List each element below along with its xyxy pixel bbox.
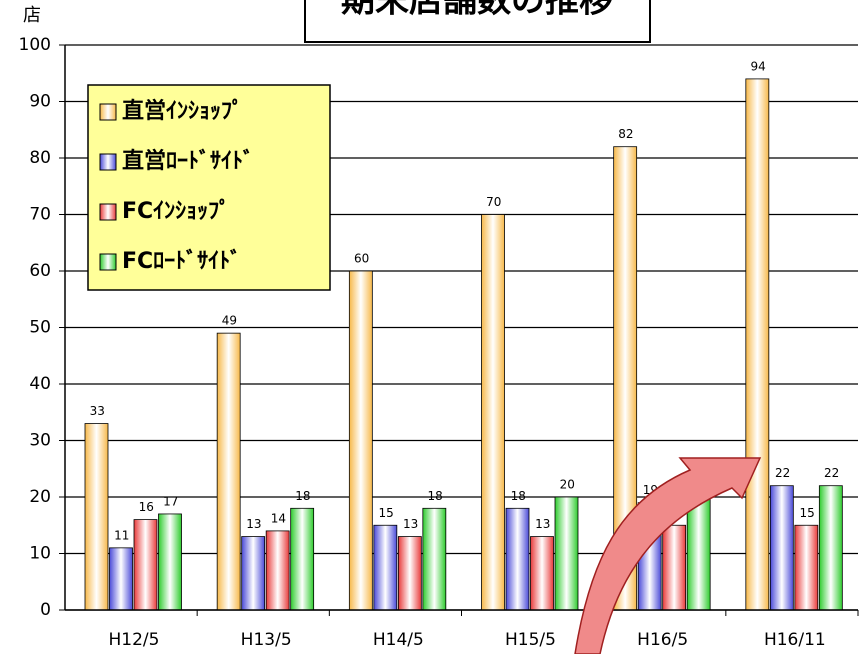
legend-label: 直営ﾛｰﾄﾞｻｲﾄﾞ xyxy=(122,148,254,174)
bar xyxy=(530,536,554,611)
value-label: 18 xyxy=(427,489,442,503)
y-tick-label: 60 xyxy=(29,261,51,281)
bar xyxy=(745,78,770,611)
bar xyxy=(241,536,266,611)
value-label: 13 xyxy=(246,517,261,531)
arrow xyxy=(574,457,762,654)
value-label: 14 xyxy=(271,511,286,525)
bar xyxy=(109,547,133,611)
value-label: 70 xyxy=(486,195,501,209)
bar xyxy=(422,507,447,611)
bar xyxy=(794,524,819,611)
value-label: 18 xyxy=(511,489,526,503)
bar xyxy=(290,507,315,611)
y-tick-label: 40 xyxy=(29,374,51,394)
y-tick-label: 0 xyxy=(40,600,51,620)
y-tick-label: 80 xyxy=(29,148,51,168)
value-label: 33 xyxy=(90,404,105,418)
legend-swatch xyxy=(99,253,117,271)
y-tick-label: 70 xyxy=(29,205,51,225)
bar xyxy=(397,536,422,611)
value-label: 18 xyxy=(295,489,310,503)
legend-box xyxy=(87,84,331,291)
bar xyxy=(216,332,241,611)
x-tick-label: H16/11 xyxy=(764,630,826,650)
value-label: 82 xyxy=(618,127,633,141)
y-tick-label: 100 xyxy=(19,35,51,55)
bar xyxy=(84,423,109,611)
bar xyxy=(481,214,505,611)
legend-swatch xyxy=(99,103,117,121)
legend-label: FCｲﾝｼｮｯﾌﾟ xyxy=(122,198,230,224)
y-axis-label: 店 xyxy=(23,5,41,26)
value-label: 20 xyxy=(560,478,575,492)
value-label: 60 xyxy=(354,252,369,266)
x-tick-label: H12/5 xyxy=(109,630,160,650)
bar xyxy=(554,496,579,611)
value-label: 22 xyxy=(824,466,839,480)
bar xyxy=(686,496,711,611)
x-tick-label: H16/5 xyxy=(637,630,688,650)
bar xyxy=(348,270,373,611)
value-label: 11 xyxy=(114,528,129,542)
value-label: 13 xyxy=(403,517,418,531)
bar xyxy=(662,524,687,611)
bar xyxy=(158,513,182,611)
value-label: 49 xyxy=(222,314,237,328)
legend: 直営ｲﾝｼｮｯﾌﾟ 直営ﾛｰﾄﾞｻｲﾄﾞ FCｲﾝｼｮｯﾌﾟ FCﾛｰﾄﾞｻｲﾄﾞ xyxy=(87,84,331,291)
chart-title: 期末店舗数の推移 xyxy=(341,0,613,21)
bar xyxy=(133,519,158,611)
value-label: 17 xyxy=(163,494,178,508)
legend-label: 直営ｲﾝｼｮｯﾌﾟ xyxy=(122,98,243,124)
value-label: 15 xyxy=(378,506,393,520)
value-label: 15 xyxy=(799,506,814,520)
bar xyxy=(373,524,398,611)
value-label: 22 xyxy=(775,466,790,480)
y-tick-label: 30 xyxy=(29,431,51,451)
legend-swatch xyxy=(99,153,117,171)
value-label: 13 xyxy=(535,517,550,531)
y-tick-label: 20 xyxy=(29,487,51,507)
y-tick-label: 50 xyxy=(29,318,51,338)
legend-swatch xyxy=(99,203,117,221)
title-box xyxy=(304,0,651,43)
legend-label: FCﾛｰﾄﾞｻｲﾄﾞ xyxy=(122,248,241,274)
y-tick-label: 10 xyxy=(29,544,51,564)
bar xyxy=(769,485,794,611)
y-tick-label: 90 xyxy=(29,92,51,112)
bar xyxy=(818,485,843,611)
bar xyxy=(505,507,530,611)
x-tick-label: H15/5 xyxy=(505,630,556,650)
value-label: 16 xyxy=(139,500,154,514)
x-tick-label: H14/5 xyxy=(373,630,424,650)
bar xyxy=(265,530,290,611)
x-tick-label: H13/5 xyxy=(241,630,292,650)
value-label: 94 xyxy=(750,59,765,73)
